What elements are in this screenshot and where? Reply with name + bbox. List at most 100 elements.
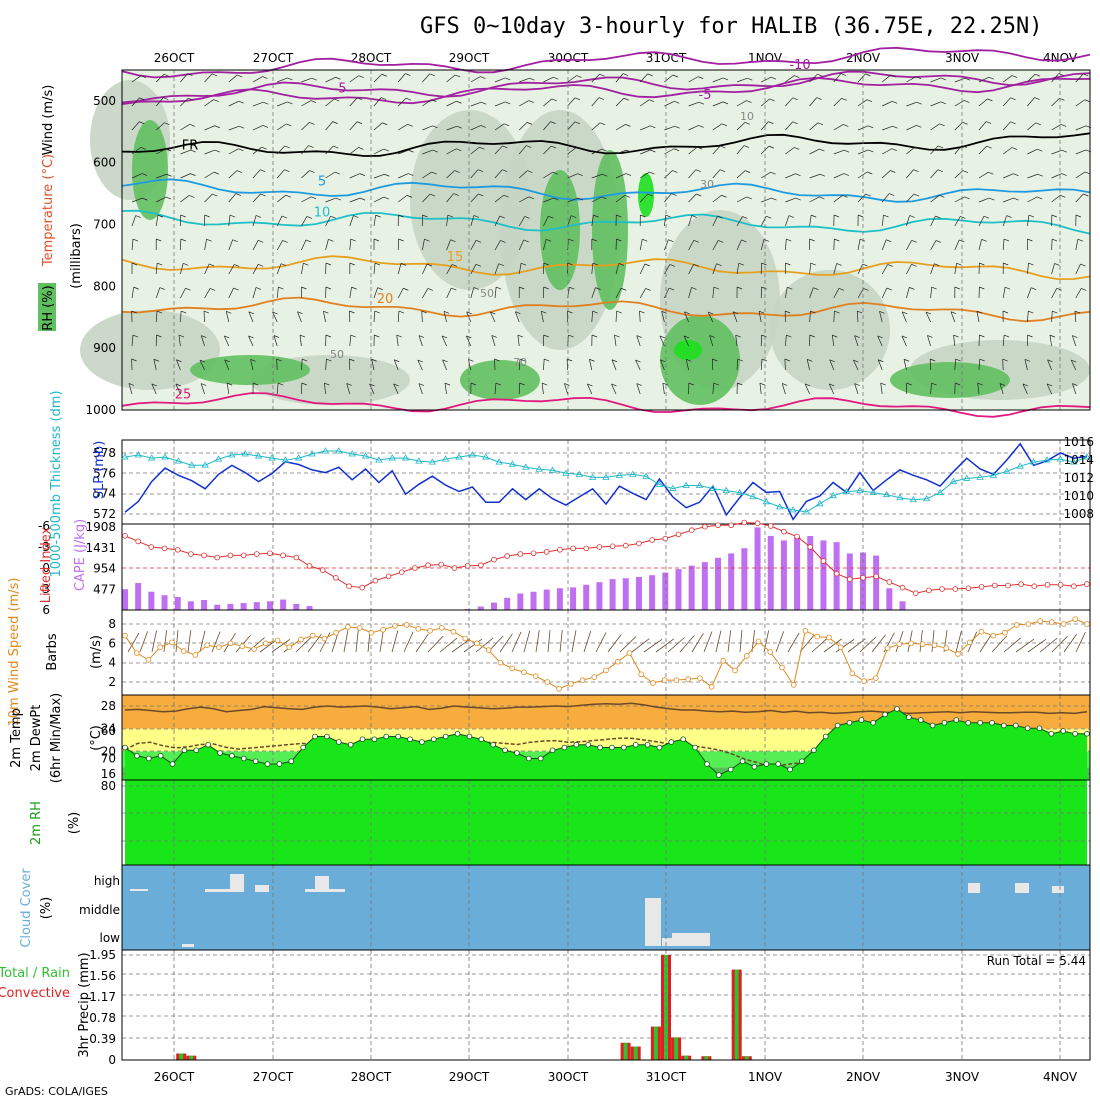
wind-barb-flag (717, 215, 723, 219)
wind-barb-flag (913, 169, 919, 172)
wind-barb-flag (746, 100, 752, 103)
rh-legend-swatch (38, 283, 56, 331)
wind-barb (611, 359, 617, 371)
wind-speed-point (802, 627, 809, 634)
wind-barb-flag (853, 359, 859, 363)
thickness-point (629, 470, 637, 477)
wind-barb-flag (432, 149, 438, 153)
wind-barb (1075, 73, 1084, 83)
wind-barb (615, 149, 627, 155)
wind-barb (809, 97, 817, 107)
thickness-point (308, 450, 316, 457)
wind-barb-flag (429, 73, 435, 77)
wind-barb-flag (592, 310, 598, 314)
wind-barb-flag (398, 310, 405, 314)
date-axis-bottom: 26OCT 27OCT 28OCT 29OCT 30OCT 31OCT 1NOV 2NOV 3N… (154, 1070, 1078, 1084)
wind-barb (519, 100, 529, 107)
wind-barb (615, 195, 625, 203)
wind-barb-flag (598, 97, 605, 100)
lifted-index-point (530, 550, 537, 557)
wind-barb (1075, 125, 1087, 131)
wind-barb-flag (697, 146, 703, 150)
wind-barb (736, 145, 745, 155)
wind-barb (785, 173, 796, 179)
thickness-point (722, 486, 730, 494)
wind-barb-flag (693, 240, 699, 243)
wind-barb (446, 264, 453, 275)
cape-bar (293, 603, 300, 610)
lifted-index-point (781, 528, 787, 535)
wind-speed-point (650, 680, 656, 686)
wind-barb-flag (1046, 383, 1053, 387)
date-label-top: 29OCT (449, 51, 490, 65)
wind-barb (444, 383, 447, 395)
surface-wind-barb (583, 630, 592, 653)
wind-barb-flag (233, 287, 239, 291)
wind-barb (953, 335, 956, 347)
date-label-top: 28OCT (351, 51, 392, 65)
wind-barb (833, 288, 840, 299)
wind-barb (688, 264, 695, 275)
wind-barb-flag (816, 97, 822, 100)
lifted-index-point (570, 545, 576, 552)
thickness-point (482, 453, 490, 460)
wind-barb-flag (260, 169, 266, 173)
cape-bar (148, 591, 155, 610)
wind-barb-flag (156, 310, 163, 314)
rh-point (941, 719, 948, 726)
axis-tick-label: 16 (101, 767, 116, 781)
wind-barb-flag (255, 287, 262, 290)
wind-barb-flag (805, 383, 811, 387)
wind-barb (470, 215, 475, 227)
wind-barb-flag (859, 238, 866, 242)
wind-barb-flag (769, 98, 775, 102)
wind-barb-flag (916, 125, 922, 128)
wind-barb (930, 145, 939, 155)
wind-barb (494, 383, 497, 395)
wind-barb-flag (819, 173, 826, 177)
precip-rain-bar (633, 1046, 638, 1060)
wind-barb-flag (456, 100, 462, 104)
wind-barb-flag (326, 358, 332, 362)
wind-speed-point (673, 677, 680, 683)
cloud-bar (645, 898, 661, 946)
wind-barb-flag (156, 334, 162, 338)
wind-barb-flag (625, 173, 632, 176)
wind-barb-flag (374, 262, 381, 266)
axis-tick-label: 28 (101, 699, 116, 713)
wind-barb-flag (141, 173, 148, 176)
wind-speed-point (861, 678, 867, 684)
wind-speed-point (943, 645, 950, 651)
wind-speed-label: 10m Wind Speed (m/s) (7, 578, 22, 727)
wind-barb-flag (374, 334, 380, 338)
wind-barb (349, 197, 361, 203)
date-label-bottom: 26OCT (154, 1070, 195, 1084)
wind-barb-flag (285, 194, 291, 198)
wind-barb-flag (892, 125, 898, 129)
cape-bar (873, 555, 880, 610)
surface-wind-barb (319, 632, 331, 653)
thickness-label: 1000-500mb Thickness (dm) (49, 390, 64, 577)
thickness-point (976, 473, 984, 480)
wind-barb-flag (964, 100, 970, 103)
wind-barb (809, 148, 820, 155)
wind-barb (349, 335, 352, 347)
cape-bar (266, 601, 273, 610)
wind-barb-flag (747, 77, 753, 81)
wind-barb (736, 196, 747, 203)
wind-speed-point (403, 622, 410, 628)
wind-barb (954, 239, 960, 251)
surface-wind-barb (679, 635, 695, 653)
wind-barb-flag (570, 215, 577, 218)
wind-barb-flag (673, 148, 680, 152)
wind-barb (178, 335, 181, 347)
wind-barb (906, 146, 916, 155)
wind-barb-flag (175, 383, 181, 387)
wind-barb (660, 359, 665, 371)
thickness-point (936, 488, 944, 496)
axis-tick-label: 572 (93, 507, 116, 521)
wind-barb (470, 193, 479, 203)
wind-barb-flag (1022, 383, 1029, 387)
rh-point (775, 761, 782, 767)
wind-barb-flag (866, 99, 873, 103)
